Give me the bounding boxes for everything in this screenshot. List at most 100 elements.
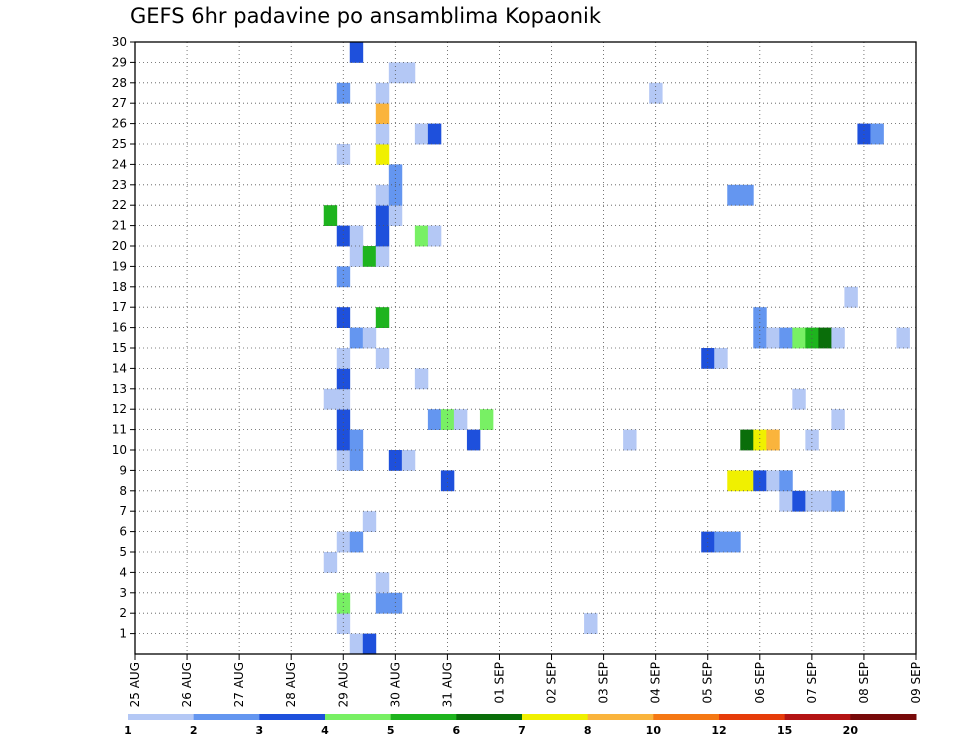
y-tick-label: 16 — [112, 321, 127, 335]
precip-cell — [440, 470, 455, 492]
precip-cell — [323, 205, 338, 226]
precip-cell — [323, 388, 338, 410]
colorbar-label: 3 — [256, 724, 264, 737]
colorbar-swatch — [325, 714, 392, 720]
precip-cell — [388, 62, 403, 84]
precip-cell — [453, 409, 468, 430]
y-tick-label: 21 — [112, 219, 127, 233]
precip-cell — [792, 388, 806, 410]
precip-cell — [362, 327, 377, 349]
precip-cell — [375, 103, 390, 124]
x-tick-label: 05 SEP — [701, 662, 715, 704]
precip-cell — [466, 429, 481, 451]
colorbar-label: 4 — [321, 724, 329, 737]
precip-cell — [740, 429, 754, 451]
precip-cell — [792, 490, 806, 512]
precip-cell — [336, 307, 351, 328]
x-tick-label: 04 SEP — [649, 662, 663, 704]
precip-cell — [349, 429, 364, 451]
colorbar-label: 20 — [843, 724, 859, 737]
precip-cell — [779, 490, 793, 512]
y-tick-label: 17 — [112, 300, 127, 314]
precip-cell — [427, 225, 442, 247]
precip-cell — [375, 184, 390, 206]
y-tick-label: 28 — [112, 76, 127, 90]
colorbar-swatch — [587, 714, 654, 720]
colorbar-swatch — [193, 714, 260, 720]
precip-cell — [375, 246, 390, 267]
precip-cell — [623, 429, 637, 451]
y-tick-label: 30 — [112, 35, 127, 49]
precip-cell — [831, 490, 845, 512]
precip-cell — [362, 246, 377, 267]
precip-cell — [349, 531, 364, 553]
precip-cell — [714, 531, 728, 553]
precip-cell — [792, 327, 806, 349]
precip-cell — [870, 123, 884, 145]
cells-layer — [323, 42, 910, 655]
precip-cell — [766, 327, 780, 349]
precip-cell — [336, 82, 351, 104]
x-tick-label: 26 AUG — [180, 662, 194, 707]
x-tick-label: 25 AUG — [128, 662, 142, 707]
x-tick-label: 02 SEP — [545, 662, 559, 704]
colorbar-label: 2 — [190, 724, 198, 737]
colorbar-swatch — [653, 714, 720, 720]
chart-title: GEFS 6hr padavine po ansamblima Kopaonik — [130, 4, 602, 28]
precip-cell — [375, 205, 390, 226]
precip-cell — [414, 123, 429, 145]
y-tick-label: 9 — [119, 463, 127, 477]
x-tick-label: 31 AUG — [440, 662, 454, 707]
x-tick-label: 01 SEP — [492, 662, 506, 704]
y-tick-label: 2 — [119, 606, 127, 620]
precip-cell — [727, 470, 741, 492]
colorbar-swatch — [456, 714, 523, 720]
precip-cell — [831, 327, 845, 349]
precip-cell — [336, 429, 351, 451]
precip-cell — [414, 368, 429, 390]
precip-cell — [584, 613, 598, 634]
colorbar-label: 1 — [124, 724, 132, 737]
colorbar-swatch — [259, 714, 326, 720]
colorbar-swatch — [784, 714, 851, 720]
precip-cell — [362, 511, 377, 532]
y-tick-label: 29 — [112, 55, 127, 69]
precip-cell — [362, 633, 377, 655]
colorbar-swatch — [128, 714, 195, 720]
precip-cell — [375, 592, 390, 614]
x-tick-label: 07 SEP — [805, 662, 819, 704]
precip-cell — [766, 470, 780, 492]
precip-cell — [805, 429, 819, 451]
precip-cell — [401, 62, 416, 84]
colorbar-swatch — [390, 714, 457, 720]
colorbar-swatch — [522, 714, 589, 720]
precip-cell — [844, 286, 858, 308]
precip-cell — [427, 409, 442, 430]
x-tick-label: 30 AUG — [388, 662, 402, 707]
y-tick-label: 15 — [112, 341, 127, 355]
y-tick-label: 10 — [112, 443, 127, 457]
colorbar-label: 8 — [584, 724, 592, 737]
colorbar-swatch — [850, 714, 917, 720]
precip-cell — [375, 307, 390, 328]
precip-cell — [375, 82, 390, 104]
precip-cell — [753, 429, 767, 451]
precip-cell — [375, 123, 390, 145]
y-tick-label: 25 — [112, 137, 127, 151]
precip-cell — [336, 388, 351, 410]
precip-cell — [727, 184, 741, 206]
precip-cell — [336, 613, 351, 634]
y-tick-label: 11 — [112, 423, 127, 437]
precip-cell — [740, 184, 754, 206]
precip-cell — [401, 450, 416, 471]
precip-cell — [336, 592, 351, 614]
precip-cell — [375, 572, 390, 594]
precip-cell — [336, 266, 351, 288]
precip-cell — [375, 225, 390, 247]
precip-cell — [336, 450, 351, 471]
y-tick-label: 8 — [119, 484, 127, 498]
y-tick-label: 27 — [112, 96, 127, 110]
y-tick-label: 24 — [112, 157, 127, 171]
precip-cell — [336, 225, 351, 247]
